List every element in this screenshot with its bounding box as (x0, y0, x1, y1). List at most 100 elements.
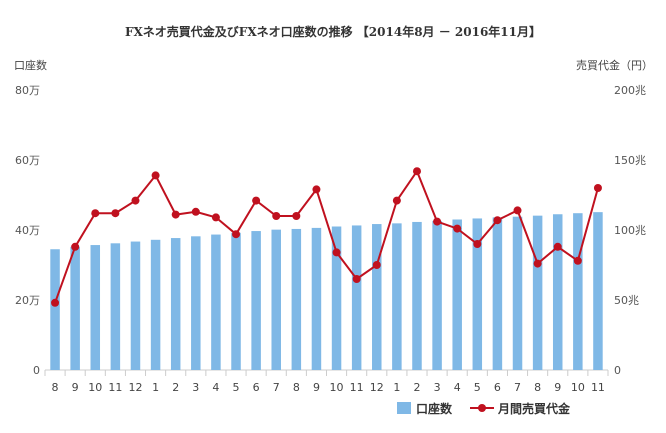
left-tick-label: 60万 (15, 154, 40, 167)
bar (472, 218, 483, 370)
legend-label-line: 月間売買代金 (497, 401, 571, 416)
line-point (332, 248, 341, 257)
bar (50, 249, 60, 370)
x-tick-label: 6 (253, 381, 260, 394)
line-point (91, 209, 100, 218)
bar (593, 212, 603, 370)
line-point (151, 171, 160, 180)
line-point (553, 242, 562, 251)
bar (271, 229, 281, 370)
x-tick-label: 7 (514, 381, 521, 394)
x-tick-label: 2 (413, 381, 420, 394)
line-point (71, 242, 80, 251)
bar (211, 234, 221, 370)
x-tick-label: 8 (52, 381, 59, 394)
bar (532, 215, 543, 370)
x-tick-label: 10 (88, 381, 102, 394)
bar (552, 214, 563, 370)
x-tick-label: 5 (233, 381, 240, 394)
line-point (573, 256, 582, 265)
x-tick-label: 5 (474, 381, 481, 394)
bar (432, 220, 442, 370)
bar (331, 226, 342, 370)
line-point (453, 224, 462, 233)
left-tick-label: 80万 (15, 84, 40, 97)
line-point (272, 212, 281, 220)
bar (291, 228, 302, 370)
x-tick-label: 7 (273, 381, 280, 394)
line-point (211, 213, 220, 222)
line-point (533, 259, 542, 268)
line-point (433, 217, 442, 226)
line-point (232, 230, 241, 239)
x-tick-label: 9 (72, 381, 79, 394)
legend-swatch-bar (397, 402, 411, 414)
line-point (292, 212, 301, 220)
bar (452, 219, 462, 370)
line-point (473, 240, 482, 248)
line-point (412, 167, 421, 176)
bar (251, 231, 261, 370)
bar (150, 239, 161, 370)
line-point (131, 196, 140, 205)
bar (512, 216, 523, 370)
x-tick-label: 9 (554, 381, 561, 394)
line-point (392, 196, 401, 205)
right-tick-label: 50兆 (614, 294, 639, 307)
x-tick-label: 3 (192, 381, 199, 394)
x-tick-label: 10 (571, 381, 585, 394)
bar (70, 246, 80, 370)
x-tick-label: 9 (313, 381, 320, 394)
right-tick-label: 0 (614, 364, 621, 377)
right-tick-label: 150兆 (614, 154, 646, 167)
bar (492, 217, 503, 370)
x-tick-label: 3 (434, 381, 441, 394)
x-tick-label: 11 (108, 381, 122, 394)
right-tick-label: 100兆 (614, 224, 646, 237)
bar (392, 223, 402, 370)
line-point (51, 298, 60, 307)
line-point (593, 184, 602, 192)
line-point (252, 196, 261, 205)
left-axis-title: 口座数 (14, 58, 47, 72)
line-point (352, 275, 361, 283)
bar (412, 221, 422, 370)
x-tick-label: 2 (172, 381, 179, 394)
x-tick-label: 11 (350, 381, 364, 394)
bar (130, 241, 141, 370)
bar (372, 224, 382, 370)
bar (170, 238, 181, 370)
legend-swatch-marker (478, 404, 486, 412)
right-axis-title: 売買代金（円） (576, 58, 653, 72)
x-tick-label: 11 (591, 381, 605, 394)
line-point (191, 207, 200, 216)
right-tick-label: 200兆 (614, 84, 646, 97)
line-series-path (54, 169, 599, 304)
x-tick-label: 4 (454, 381, 461, 394)
bar (573, 213, 583, 370)
bar (351, 225, 362, 370)
left-tick-label: 20万 (15, 294, 40, 307)
x-tick-label: 8 (293, 381, 300, 394)
x-tick-label: 10 (330, 381, 344, 394)
chart-title: FXネオ売買代金及びFXネオ口座数の推移 【2014年8月 － 2016年11月… (125, 24, 541, 39)
x-tick-label: 12 (128, 381, 142, 394)
bar (90, 245, 101, 370)
line-point (171, 210, 180, 219)
left-tick-label: 0 (33, 364, 40, 377)
x-tick-label: 12 (370, 381, 384, 394)
x-tick-label: 6 (494, 381, 501, 394)
left-tick-label: 40万 (15, 224, 40, 237)
line-point (111, 209, 120, 218)
line-point (493, 216, 502, 225)
x-tick-label: 1 (152, 381, 159, 394)
x-tick-label: 4 (212, 381, 219, 394)
x-tick-label: 1 (393, 381, 400, 394)
line-point (372, 261, 381, 269)
bar (311, 227, 322, 370)
bar (110, 243, 121, 370)
x-tick-label: 8 (534, 381, 541, 394)
line-point (312, 185, 321, 194)
legend-label-bar: 口座数 (416, 401, 453, 416)
